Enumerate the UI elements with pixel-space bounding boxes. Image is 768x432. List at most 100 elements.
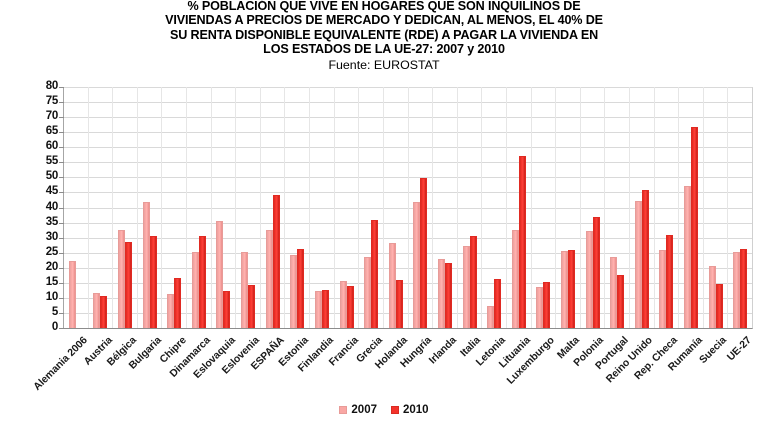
- y-tick-mark-5: [59, 312, 64, 314]
- bar-2010[interactable]: [149, 236, 157, 328]
- bar-2007[interactable]: [241, 252, 249, 328]
- bar-2007[interactable]: [191, 252, 199, 328]
- bar-2007[interactable]: [314, 290, 322, 328]
- bar-2007[interactable]: [536, 287, 544, 328]
- y-axis-tick-25: 25: [45, 245, 59, 258]
- title-line-3: SU RENTA DISPONIBLE EQUIVALENTE (RDE) A …: [169, 27, 599, 42]
- y-tick-mark-55: [59, 162, 64, 164]
- y-tick-mark-45: [59, 192, 64, 194]
- bar-2010[interactable]: [420, 178, 428, 328]
- bar-group: [458, 87, 483, 328]
- bar-2007[interactable]: [684, 186, 692, 328]
- bar-2010[interactable]: [641, 189, 649, 328]
- y-axis-tick-80: 80: [45, 80, 59, 92]
- bar-group: [64, 87, 89, 328]
- bar-2007[interactable]: [364, 256, 372, 328]
- y-tick-mark-25: [59, 252, 64, 254]
- bar-2010[interactable]: [617, 274, 625, 328]
- y-axis-labels: 80 75 70 65 60 55 50 45 40 35 30 25 20 15 10 5 0: [0, 80, 59, 332]
- bar-2007[interactable]: [265, 229, 273, 328]
- bar-2010[interactable]: [125, 241, 133, 328]
- bar-2007[interactable]: [290, 254, 298, 328]
- bar-2010[interactable]: [346, 286, 354, 328]
- legend-item-2007[interactable]: 2007: [339, 404, 377, 416]
- bar-group: [482, 87, 507, 328]
- bar-2010[interactable]: [740, 248, 748, 328]
- bar-2010[interactable]: [691, 126, 699, 328]
- bar-2010[interactable]: [518, 156, 526, 328]
- bar-group: [556, 87, 581, 328]
- bar-2007[interactable]: [413, 201, 421, 328]
- bar-2007[interactable]: [487, 305, 495, 328]
- bar-group: [310, 87, 335, 328]
- bar-2010[interactable]: [567, 249, 575, 328]
- bar-2007[interactable]: [437, 259, 445, 328]
- bar-2007[interactable]: [68, 260, 76, 328]
- bar-2010[interactable]: [666, 235, 674, 328]
- legend-item-2010[interactable]: 2010: [391, 404, 429, 416]
- bar-2010[interactable]: [469, 236, 477, 328]
- legend-swatch-2010-icon: [391, 406, 399, 414]
- y-axis-tick-30: 30: [45, 230, 59, 243]
- bar-group: [162, 87, 188, 328]
- y-tick-mark-50: [59, 177, 64, 179]
- bar-2007[interactable]: [634, 201, 642, 328]
- bar-2010[interactable]: [444, 262, 452, 328]
- title-line-1: % POBLACIÓN QUE VIVE EN HOGARES QUE SON …: [187, 0, 581, 13]
- y-axis-tick-10: 10: [45, 290, 59, 303]
- bar-2007[interactable]: [585, 231, 593, 328]
- bar-2007[interactable]: [462, 245, 470, 328]
- bar-group: [187, 87, 212, 328]
- bar-2010[interactable]: [198, 236, 206, 328]
- chart-legend: 2007 2010: [0, 404, 768, 416]
- y-tick-mark-35: [59, 222, 64, 224]
- y-axis-tick-45: 45: [45, 185, 59, 198]
- bar-2007[interactable]: [733, 252, 741, 328]
- y-axis-tick-75: 75: [45, 95, 59, 108]
- bar-2007[interactable]: [560, 251, 568, 328]
- bar-2007[interactable]: [142, 201, 150, 328]
- y-tick-mark-40: [59, 207, 64, 209]
- y-axis-tick-5: 5: [51, 305, 58, 318]
- y-tick-mark-20: [59, 267, 64, 269]
- bar-group: [605, 87, 631, 328]
- bar-2010[interactable]: [371, 220, 379, 328]
- bar-group: [89, 87, 114, 328]
- y-axis-tick-15: 15: [45, 275, 59, 288]
- bar-2007[interactable]: [610, 256, 618, 328]
- y-tick-mark-10: [59, 297, 64, 299]
- bar-group: [236, 87, 261, 328]
- bar-2007[interactable]: [167, 294, 175, 328]
- bar-group: [532, 87, 557, 328]
- bar-2007[interactable]: [216, 221, 224, 328]
- y-tick-mark-65: [59, 132, 64, 134]
- y-axis-tick-20: 20: [45, 260, 59, 273]
- chart-area: 80 75 70 65 60 55 50 45 40 35 30 25 20 15 10 5 0: [0, 80, 768, 334]
- bar-2007[interactable]: [93, 292, 101, 328]
- bar-2010[interactable]: [321, 290, 329, 328]
- bar-2007[interactable]: [118, 229, 126, 328]
- bar-series-container: [64, 87, 752, 328]
- bar-2010[interactable]: [174, 278, 182, 328]
- bar-2007[interactable]: [388, 243, 396, 328]
- bar-2010[interactable]: [395, 280, 403, 328]
- bar-2010[interactable]: [223, 290, 231, 328]
- bar-2010[interactable]: [715, 283, 723, 328]
- bar-2010[interactable]: [272, 194, 280, 328]
- bar-2010[interactable]: [592, 216, 600, 328]
- bar-2010[interactable]: [543, 282, 551, 328]
- y-tick-mark-75: [59, 102, 64, 104]
- y-tick-mark-80: [59, 87, 64, 88]
- bar-2010[interactable]: [248, 284, 256, 328]
- legend-swatch-2007-icon: [339, 406, 348, 414]
- bar-2007[interactable]: [708, 266, 716, 328]
- bar-2010[interactable]: [297, 248, 305, 328]
- bar-2007[interactable]: [511, 230, 519, 328]
- bar-2010[interactable]: [494, 278, 502, 328]
- bar-2007[interactable]: [339, 280, 347, 328]
- title-line-2: VIVIENDAS A PRECIOS DE MERCADO Y DEDICAN…: [165, 13, 603, 28]
- bar-2010[interactable]: [100, 296, 108, 328]
- y-tick-mark-60: [59, 147, 64, 149]
- bar-2007[interactable]: [659, 249, 667, 328]
- legend-label-2007: 2007: [351, 404, 377, 416]
